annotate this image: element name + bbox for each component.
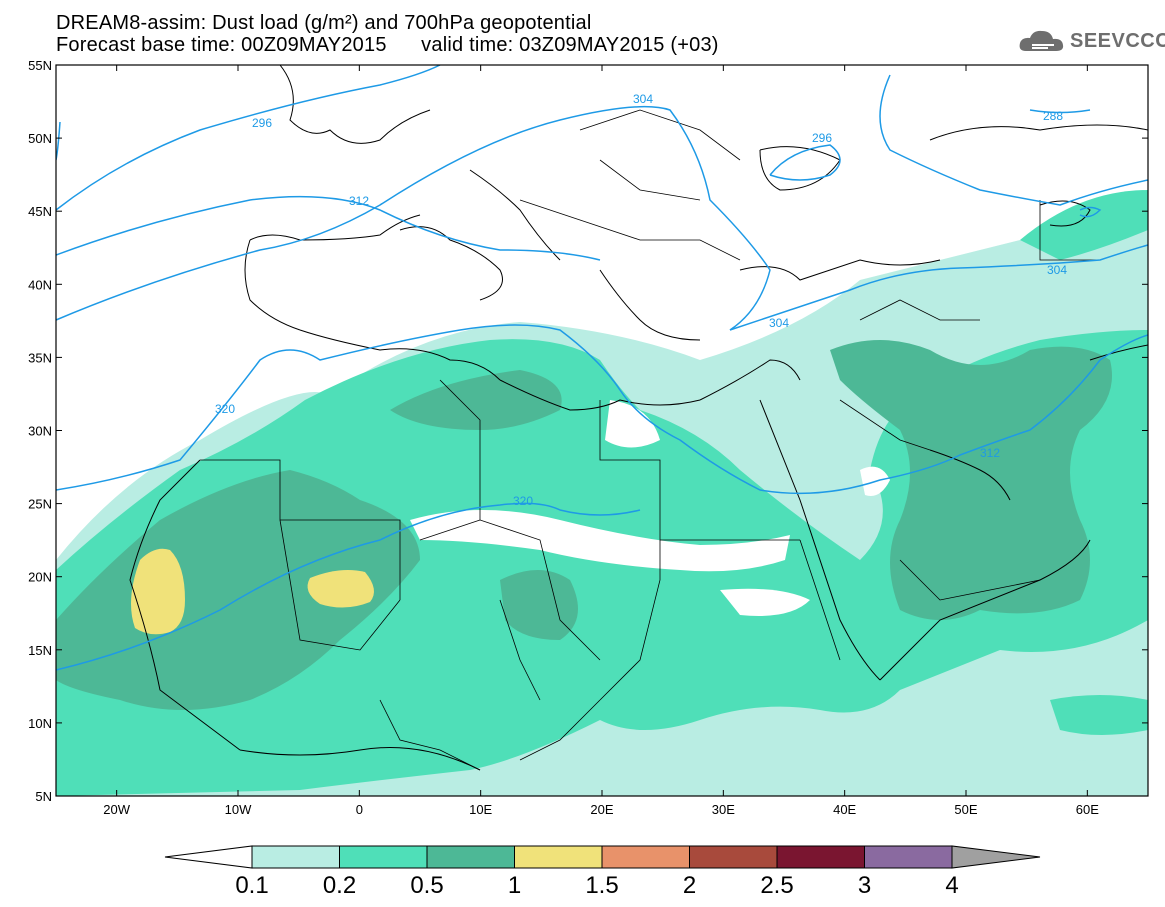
contour-label-312-east: 312 [980,446,1000,460]
colorbar-under-arrow [164,845,253,869]
map-title: DREAM8-assim: Dust load (g/m²) and 700hP… [56,12,592,34]
coastlines [129,65,1148,771]
colorbar-label: 0.2 [322,872,357,899]
lat-tick-label: 40N [28,277,52,292]
map-plot-area: 296 304 288 312 320 304 312 296 320 304 [56,65,1148,796]
lon-tick-label: 40E [833,802,856,817]
lon-tick-label: 0 [356,802,363,817]
country-borders [200,109,1100,771]
lon-tick-label: 20W [103,802,130,817]
dust-band-0.2 [56,190,1148,796]
map-subtitle: Forecast base time: 00Z09MAY2015 valid t… [56,34,719,56]
colorbar-segment [426,845,515,869]
dust-band-1.0 [131,548,374,635]
colorbar-segment [339,845,428,869]
contour-label-304-east: 304 [769,316,789,330]
colorbar-label: 0.5 [410,872,444,899]
contour-label-320-west: 320 [215,402,235,416]
lat-tick-label: 20N [28,570,52,585]
lat-tick-label: 5N [35,789,52,804]
lon-tick-label: 60E [1076,802,1099,817]
geopotential-contours [56,65,1148,671]
lon-tick-label: 50E [954,802,977,817]
colorbar-over-arrow [951,845,1041,869]
lat-tick-label: 15N [28,643,52,658]
seevccc-logo: SEEVCCC [1018,27,1165,57]
latitude-axis: 55N 50N 45N 40N 35N 30N 25N 20N 15N 10N 5N [28,58,1148,804]
lat-tick-label: 55N [28,58,52,73]
colorbar-label: 1.5 [585,872,619,899]
dust-clear-gaps [410,400,890,616]
lat-tick-label: 50N [28,131,52,146]
lat-tick-label: 30N [28,424,52,439]
lat-tick-label: 25N [28,497,52,512]
contour-label-304-north: 304 [633,92,653,106]
contour-label-320-central: 320 [513,494,533,508]
contour-label-296-east: 296 [812,131,832,145]
lat-tick-label: 10N [28,716,52,731]
colorbar-label: 4 [945,872,959,899]
colorbar-segment [601,845,690,869]
contour-label-304-caspian: 304 [1047,263,1067,277]
colorbar-label: 2 [682,872,697,899]
lat-tick-label: 45N [28,204,52,219]
longitude-axis: 20W 10W 0 10E 20E 30E 40E 50E 60E [103,65,1099,817]
colorbar-label: 2.5 [760,872,794,899]
lat-tick-label: 35N [28,350,52,365]
contour-label-312-west: 312 [349,194,369,208]
contour-label-288: 288 [1043,109,1063,123]
cloud-icon [1019,30,1064,51]
colorbar-segment [776,845,865,869]
contour-labels: 296 304 288 312 320 304 312 296 320 304 [215,92,1067,508]
colorbar-label: 1 [507,872,522,899]
colorbar-label: 3 [857,872,872,899]
lon-tick-label: 20E [590,802,613,817]
contour-label-296-west: 296 [252,116,272,130]
colorbar [164,845,1041,869]
lon-tick-label: 30E [712,802,735,817]
logo-text: SEEVCCC [1070,30,1165,52]
lon-tick-label: 10E [469,802,492,817]
colorbar-segment [251,845,340,869]
colorbar-segment [864,845,953,869]
colorbar-segment [514,845,603,869]
colorbar-label: 0.1 [235,872,269,899]
colorbar-segment [689,845,778,869]
lon-tick-label: 10W [225,802,252,817]
dust-band-0.5 [56,340,1112,710]
